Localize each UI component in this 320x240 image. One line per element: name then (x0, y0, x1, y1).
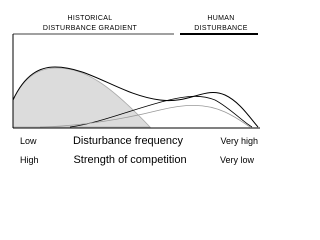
row-right: Very high (220, 136, 258, 146)
curve (69, 95, 253, 128)
row-left: Low (20, 136, 37, 146)
page: HISTORICAL DISTURBANCE GRADIENT HUMAN DI… (12, 15, 260, 166)
row-right: Very low (220, 155, 255, 165)
curve (12, 66, 259, 128)
header-human: HUMAN (207, 15, 234, 22)
shaded-curve (12, 67, 151, 128)
header-historical: DISTURBANCE GRADIENT (43, 25, 138, 32)
row-label: Disturbance frequency (73, 135, 184, 147)
header-historical: HISTORICAL (68, 15, 113, 22)
header-human: DISTURBANCE (194, 25, 248, 32)
row-label: Strength of competition (73, 154, 186, 166)
row-left: High (20, 155, 39, 165)
curve (39, 105, 251, 128)
diagram: HISTORICAL DISTURBANCE GRADIENT HUMAN DI… (12, 15, 260, 166)
